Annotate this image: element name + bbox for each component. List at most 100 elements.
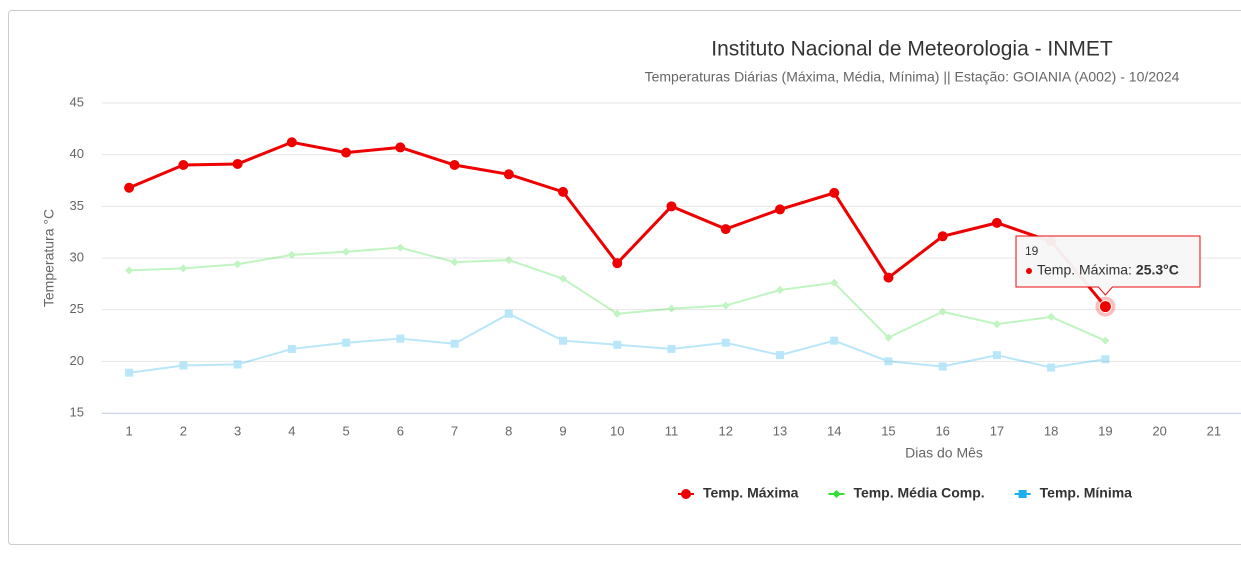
point (1018, 490, 1027, 498)
point (504, 309, 513, 318)
x-tick-label: 18 (1044, 423, 1058, 438)
point (1101, 355, 1110, 364)
point (179, 361, 188, 370)
legend-label: Temp. Mínima (1040, 485, 1133, 501)
point (938, 307, 947, 316)
x-tick-label: 12 (719, 423, 733, 438)
point (883, 272, 894, 283)
line (128, 312, 1106, 374)
point (1047, 363, 1056, 372)
x-tick-label: 19 (1098, 423, 1112, 438)
point (884, 333, 893, 342)
tooltip-box (1015, 235, 1201, 296)
tooltip-label: Temp. Máxima: (1037, 262, 1132, 278)
series (125, 243, 1110, 345)
line (129, 246, 1106, 342)
point (992, 351, 1001, 360)
point (233, 260, 242, 269)
x-tick-label: 10 (610, 423, 624, 438)
point (667, 344, 676, 353)
card (8, 10, 1241, 545)
x-tick-label: 4 (288, 423, 295, 438)
x-tick-label: 2 (180, 423, 187, 438)
point (450, 258, 459, 267)
point (125, 368, 134, 377)
point (396, 243, 405, 252)
point (287, 250, 296, 259)
x-tick-label: 6 (397, 423, 404, 438)
series (124, 137, 1111, 312)
point (832, 490, 841, 498)
tooltip-title: 19 (1025, 244, 1039, 258)
y-tick-label: 35 (70, 198, 84, 213)
point (178, 160, 189, 170)
point (342, 247, 351, 256)
point (681, 489, 691, 499)
x-tick-label: 16 (935, 423, 949, 438)
x-tick-label: 9 (559, 423, 566, 438)
point (775, 351, 784, 360)
point (125, 266, 134, 275)
point (559, 336, 568, 345)
point (829, 187, 840, 198)
point (179, 264, 188, 273)
point (1047, 312, 1056, 321)
y-tick-label: 40 (70, 146, 84, 161)
point (613, 309, 622, 318)
point (450, 339, 459, 348)
y-tick-label: 20 (70, 353, 84, 368)
x-tick-label: 15 (881, 423, 895, 438)
x-tick-label: 14 (827, 423, 841, 438)
point (720, 224, 731, 235)
x-tick-label: 21 (1207, 423, 1221, 438)
chart-title: Instituto Nacional de Meteorologia - INM… (711, 38, 1113, 61)
y-axis-title: Temperatura °C (41, 209, 57, 307)
tooltip-value: 25.3°C (1136, 262, 1179, 278)
point (232, 158, 243, 169)
point (504, 256, 513, 265)
y-tick-label: 45 (70, 94, 84, 109)
point (287, 344, 296, 353)
x-tick-label: 11 (665, 423, 679, 438)
point (342, 338, 351, 347)
point (667, 304, 676, 313)
point (449, 160, 460, 170)
point (884, 357, 893, 366)
point (991, 217, 1002, 228)
point (612, 258, 623, 269)
point (395, 142, 406, 153)
legend-label: Temp. Máxima (703, 485, 799, 501)
point (992, 320, 1001, 329)
point (775, 286, 784, 295)
x-tick-label: 7 (451, 423, 458, 438)
point (613, 340, 622, 349)
point (721, 301, 730, 310)
point (938, 362, 947, 371)
point (666, 201, 677, 212)
chart-subtitle: Temperaturas Diárias (Máxima, Média, Mín… (645, 69, 1180, 85)
point (774, 204, 785, 215)
x-tick-label: 13 (773, 423, 787, 438)
x-tick-label: 1 (126, 423, 133, 438)
point (937, 231, 948, 242)
x-tick-label: 8 (505, 423, 512, 438)
point (286, 137, 297, 148)
hover-point (1098, 300, 1112, 314)
x-tick-label: 17 (990, 423, 1004, 438)
point (830, 278, 839, 287)
y-tick-label: 15 (70, 404, 84, 419)
point (558, 186, 569, 197)
point (124, 182, 135, 193)
point (721, 338, 730, 347)
point (503, 169, 514, 180)
series (125, 309, 1110, 377)
point (830, 336, 839, 345)
y-tick-label: 30 (70, 249, 84, 264)
x-tick-label: 3 (234, 423, 241, 438)
legend-label: Temp. Média Comp. (853, 485, 984, 501)
point (559, 274, 568, 283)
point (233, 360, 242, 369)
x-tick-label: 20 (1152, 423, 1166, 438)
point (396, 334, 405, 343)
